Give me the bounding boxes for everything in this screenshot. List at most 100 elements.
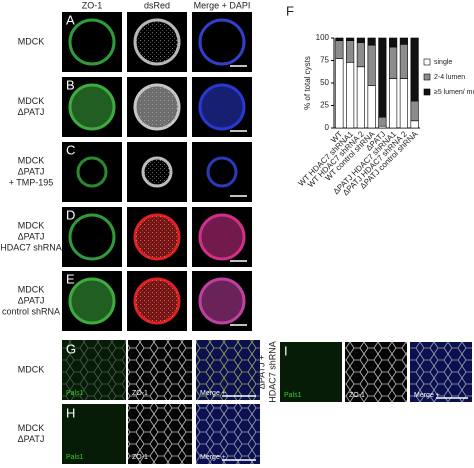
micrograph xyxy=(62,12,122,72)
y-tick-label: 75 xyxy=(320,56,329,65)
channel-label: ZO-1 xyxy=(132,454,148,461)
micrograph xyxy=(62,142,122,202)
bar-segment xyxy=(378,116,387,127)
micrograph xyxy=(62,207,122,267)
micrograph xyxy=(280,342,342,402)
y-tick-label: 50 xyxy=(320,78,329,87)
legend-swatch xyxy=(423,88,431,96)
cyst xyxy=(68,277,116,325)
channel-label: Pals1 xyxy=(66,454,84,461)
cell-network xyxy=(196,340,260,400)
cell-network xyxy=(410,342,472,402)
cyst xyxy=(68,83,116,131)
bar-segment xyxy=(346,61,355,129)
cyst xyxy=(76,156,108,188)
micrograph xyxy=(192,12,252,72)
row-label: ΔPATJ xyxy=(18,107,45,117)
bar-segment xyxy=(410,100,419,122)
row-label: MDCK xyxy=(18,36,45,46)
panel-letter: G xyxy=(66,341,76,356)
legend-label: ≥5 lumen/ multiluminal xyxy=(434,89,474,96)
bar-segment xyxy=(356,42,365,68)
bar-segment xyxy=(346,37,355,42)
cyst-texture xyxy=(135,20,179,64)
bar-segment xyxy=(367,85,376,129)
bar-segment xyxy=(346,40,355,63)
channel-label: Pals1 xyxy=(66,390,84,397)
column-header: dsRed xyxy=(144,0,170,10)
bar-segment xyxy=(389,46,398,79)
cell-network xyxy=(345,342,407,402)
channel-label: ZO-1 xyxy=(349,392,365,399)
channel-label: Merge + xyxy=(200,454,226,461)
bar-segment xyxy=(389,78,398,129)
cyst xyxy=(198,83,246,131)
row-label: + TMP-195 xyxy=(9,177,54,187)
bar-segment xyxy=(399,78,408,129)
bar-segment xyxy=(335,40,344,60)
legend-swatch xyxy=(423,73,431,81)
cyst-texture xyxy=(135,215,179,259)
row-label: ΔPATJ xyxy=(18,166,45,176)
y-tick-label: 25 xyxy=(320,101,329,110)
channel-label: ZO-1 xyxy=(132,390,148,397)
panel-letter: A xyxy=(66,12,75,27)
bar-segment xyxy=(399,37,408,45)
row-label: HDAC7 shRNA xyxy=(0,242,62,252)
cyst xyxy=(198,18,246,66)
cell-network xyxy=(196,404,260,464)
micrograph xyxy=(192,142,252,202)
row-label: ΔPATJ xyxy=(18,231,45,241)
bar-segment xyxy=(378,37,387,118)
row-label: ΔPATJ + xyxy=(256,355,266,389)
cyst-texture xyxy=(135,85,179,129)
bar-segment xyxy=(367,44,376,87)
bar-segment xyxy=(367,37,376,46)
panel-letter: D xyxy=(66,207,75,222)
legend-label: 2-4 lumen xyxy=(434,74,465,81)
panel-letter: F xyxy=(286,3,294,18)
cell-network xyxy=(128,340,192,400)
cyst xyxy=(68,213,116,261)
cyst-texture xyxy=(143,158,171,186)
channel-label: Merge + xyxy=(200,390,226,397)
row-label: MDCK xyxy=(18,155,45,165)
panel-letter: H xyxy=(66,405,75,420)
channel-label: Merge + xyxy=(414,392,440,399)
bar-segment xyxy=(399,43,408,79)
panel-letter: E xyxy=(66,271,75,286)
cyst xyxy=(206,156,238,188)
panel-letter: I xyxy=(284,343,288,358)
column-header: ZO-1 xyxy=(82,0,103,10)
row-label: ΔPATJ xyxy=(18,295,45,305)
bar-segment xyxy=(356,37,365,43)
column-header: Merge + DAPI xyxy=(194,0,251,10)
panel-letter: B xyxy=(66,77,75,92)
row-label: MDCK xyxy=(18,364,45,374)
bar-segment xyxy=(410,120,419,129)
row-label: MDCK xyxy=(18,96,45,106)
bar-segment xyxy=(410,37,419,102)
cyst-texture xyxy=(135,279,179,323)
row-label: HDAC7 shRNA xyxy=(267,341,277,403)
cyst xyxy=(68,18,116,66)
channel-label: Pals1 xyxy=(284,392,302,399)
cyst xyxy=(198,213,246,261)
cyst xyxy=(198,277,246,325)
y-axis-label: % of total cysts xyxy=(303,56,312,110)
row-label: MDCK xyxy=(18,284,45,294)
y-tick-label: 100 xyxy=(316,33,330,42)
cell-network xyxy=(128,404,192,464)
panel-letter: C xyxy=(66,142,75,157)
row-label: control shRNA xyxy=(2,306,60,316)
legend-swatch xyxy=(423,58,431,66)
row-label: MDCK xyxy=(18,220,45,230)
bar-segment xyxy=(389,37,398,48)
legend-label: single xyxy=(434,59,452,66)
bar-segment xyxy=(356,66,365,129)
cell-network xyxy=(62,340,126,400)
row-label: MDCK xyxy=(18,423,45,433)
row-label: ΔPATJ xyxy=(18,434,45,444)
y-tick-label: 0 xyxy=(325,123,330,132)
